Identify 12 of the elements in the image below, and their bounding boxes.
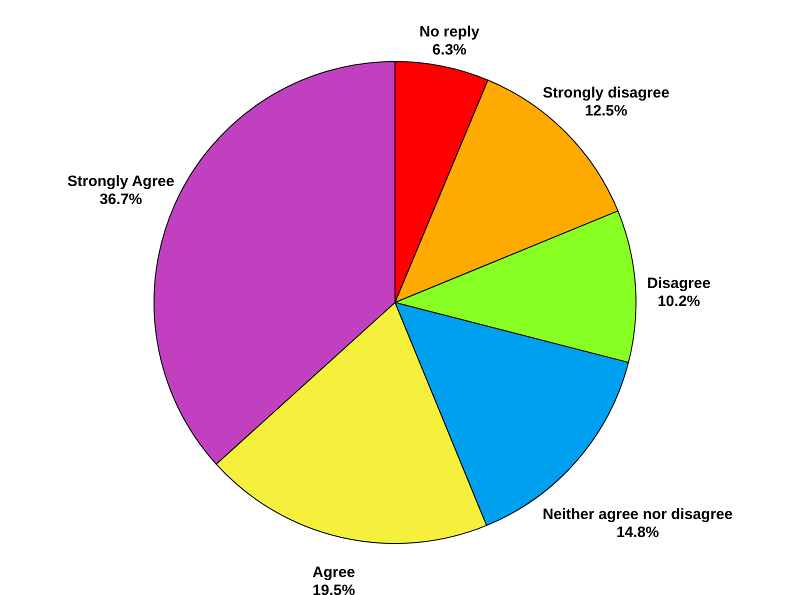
data-label: 10.2% [658,292,700,310]
slice-label: Neither agree nor disagree [542,506,733,523]
data-label: 14.8% [616,524,659,541]
data-label: 6.3% [432,41,466,58]
slice-label: Disagree [647,274,711,292]
data-label: 12.5% [584,102,628,120]
slice-label: No reply [419,23,480,40]
slice-label: Strongly disagree [542,84,670,102]
slice-label: Agree [312,564,356,582]
slice-label: Strongly Agree [67,172,174,190]
data-label: 19.5% [312,582,356,595]
data-label: 36.7% [100,190,142,208]
